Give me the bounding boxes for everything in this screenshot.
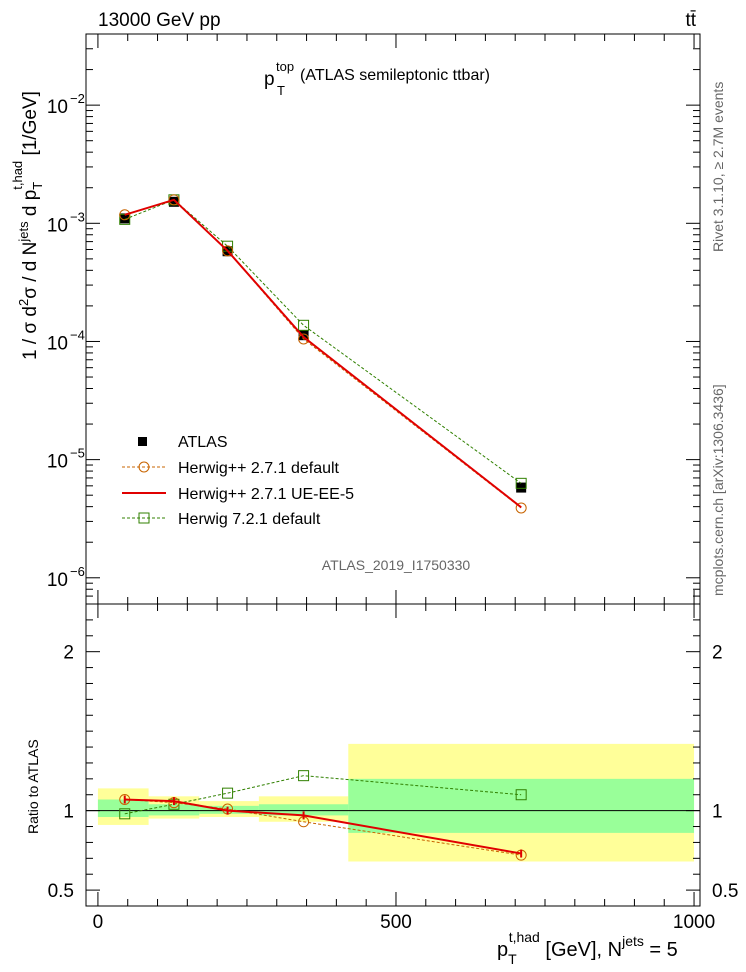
ratio-frame (85, 603, 701, 907)
data-point-atlas (168, 196, 179, 207)
series-line-herwig7 (124, 199, 522, 484)
marker-herwigpp-default (515, 502, 527, 514)
y-tick-label-ratio: 0.5 (48, 881, 74, 902)
svg-text:pTt,had [GeV], Njets = 5: pTt,had [GeV], Njets = 5 (497, 929, 678, 967)
y-tick-label-ratio-right: 1 (712, 802, 723, 823)
svg-text:T: T (277, 83, 285, 98)
svg-text:p: p (264, 69, 275, 90)
header-right: tt̄ (685, 10, 696, 31)
ratio-marker-herwig7 (119, 808, 131, 820)
y-tick-label-exponent: −6 (70, 564, 85, 579)
legend-marker-herwig7 (138, 512, 150, 524)
data-point-atlas (298, 330, 309, 341)
marker-herwig7 (298, 319, 310, 331)
data-point-atlas (119, 213, 130, 224)
legend-label-herwigpp-ueee5: Herwig++ 2.7.1 UE-EE-5 (178, 486, 354, 503)
legend-marker-herwigpp-default (138, 461, 150, 473)
y-tick-label-exponent: −3 (70, 209, 85, 224)
x-tick-label: 0 (93, 912, 104, 933)
marker-herwig7 (515, 477, 527, 489)
svg-text:1 / σ d2σ / d Njets d pTt,had: 1 / σ d2σ / d Njets d pTt,had [1/GeV] (10, 91, 45, 360)
legend-label-herwigpp-default: Herwig++ 2.7.1 default (178, 460, 340, 477)
marker-herwigpp-default (222, 245, 234, 257)
mcplots-label: mcplots.cern.ch [arXiv:1306.3436] (710, 384, 726, 596)
analysis-watermark: ATLAS_2019_I1750330 (322, 557, 471, 573)
ratio-marker-herwig7 (298, 770, 310, 782)
y-axis-label-main: 1 / σ d2σ / d Njets d pTt,had [1/GeV] (10, 91, 45, 360)
main-series (119, 194, 527, 514)
ratio-band-green (148, 804, 200, 816)
y-tick-label-main: 10 (47, 570, 68, 591)
legend: ATLAS Herwig++ 2.7.1 default Herwig++ 2.… (122, 434, 354, 528)
y-tick-label-main: 10 (47, 97, 68, 118)
legend-marker-atlas (138, 437, 147, 446)
y-tick-label-main: 10 (47, 333, 68, 354)
ratio-uncertainty-bands (97, 743, 695, 862)
marker-herwigpp-default (119, 209, 131, 221)
data-point-atlas (516, 482, 527, 493)
y-tick-label-exponent: −2 (70, 91, 85, 106)
y-tick-label-ratio-right: 2 (712, 643, 723, 664)
ratio-band-green (97, 799, 149, 817)
svg-text:top: top (276, 59, 294, 74)
ratio-line-herwigpp-default (124, 799, 522, 856)
y-tick-label-ratio-right: 0.5 (712, 881, 738, 902)
x-tick-label: 500 (380, 912, 412, 933)
y-tick-label-main: 10 (47, 215, 68, 236)
legend-label-atlas: ATLAS (178, 434, 228, 451)
plot-title: p top T (ATLAS semileptonic ttbar) (264, 59, 490, 98)
ratio-marker-herwig7 (515, 789, 527, 801)
svg-text:(ATLAS semileptonic ttbar): (ATLAS semileptonic ttbar) (300, 67, 490, 84)
x-axis-label: pTt,had [GeV], Njets = 5 (497, 929, 678, 967)
y-tick-label-exponent: −4 (70, 327, 85, 342)
y-tick-label-ratio: 1 (63, 802, 74, 823)
y-tick-label-exponent: −5 (70, 446, 85, 461)
ratio-band-green (348, 778, 695, 833)
header-left: 13000 GeV pp (98, 10, 221, 31)
marker-herwigpp-default (168, 194, 180, 206)
rivet-label: Rivet 3.1.10, ≥ 2.7M events (710, 82, 726, 252)
y-axis-label-ratio: Ratio to ATLAS (25, 739, 41, 834)
series-line-herwigpp-ueee5 (124, 198, 522, 509)
legend-label-herwig7: Herwig 7.2.1 default (178, 511, 321, 528)
ratio-series (119, 770, 527, 861)
ratio-line-herwig7 (124, 775, 522, 815)
marker-herwigpp-default (298, 333, 310, 345)
x-tick-label: 1000 (673, 912, 715, 933)
y-tick-label-ratio: 2 (63, 643, 74, 664)
y-tick-label-main: 10 (47, 452, 68, 473)
ratio-band-green (258, 804, 349, 816)
ratio-marker-herwig7 (222, 787, 234, 799)
